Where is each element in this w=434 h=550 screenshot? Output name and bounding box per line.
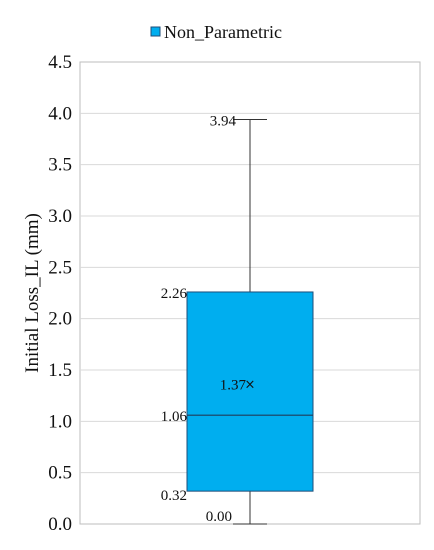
y-tick-label: 3.5: [48, 155, 72, 176]
y-tick-label: 2.5: [48, 257, 72, 278]
box-plot-series: × 3.94 2.26 1.06 1.37 0.32 0.00: [161, 113, 314, 525]
legend-label: Non_Parametric: [164, 22, 282, 42]
legend-swatch: [150, 26, 161, 37]
y-tick-label: 2.0: [48, 309, 72, 330]
y-tick-label: 4.0: [48, 103, 72, 124]
q1-label: 0.32: [161, 488, 187, 504]
y-axis-ticks: 0.0 0.5 1.0 1.5 2.0 2.5 3.0 3.5 4.0 4.5: [48, 52, 72, 535]
y-tick-label: 1.0: [48, 411, 72, 432]
legend: Non_Parametric: [150, 22, 282, 42]
y-tick-label: 0.5: [48, 463, 72, 484]
y-tick-label: 3.0: [48, 206, 72, 227]
y-axis-label: Initial Loss_IL (mm): [22, 213, 43, 373]
y-tick-label: 1.5: [48, 360, 72, 381]
q3-label: 2.26: [161, 286, 188, 302]
min-label: 0.00: [206, 509, 232, 525]
median-label: 1.06: [161, 409, 188, 425]
mean-marker: ×: [245, 377, 256, 392]
max-label: 3.94: [210, 113, 237, 129]
y-tick-label: 4.5: [48, 52, 72, 73]
mean-label: 1.37: [220, 377, 247, 393]
iqr-box: [186, 291, 314, 492]
y-tick-label: 0.0: [48, 514, 72, 535]
